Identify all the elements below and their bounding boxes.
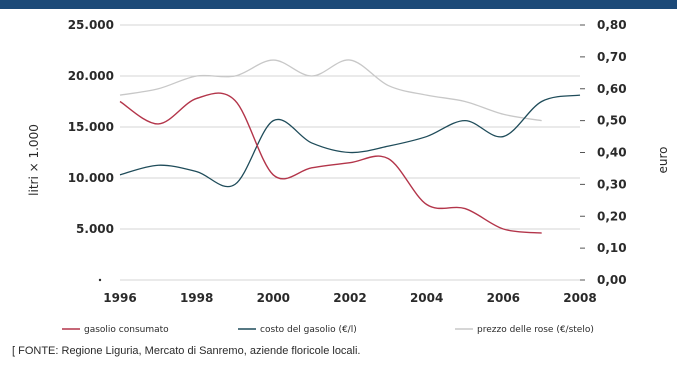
right-tick-label: 0,20 — [597, 209, 627, 223]
legend-item: prezzo delle rose (€/stelo) — [455, 325, 594, 335]
source-note: [ FONTE: Regione Liguria, Mercato di San… — [12, 345, 361, 357]
legend-item: costo del gasolio (€/l) — [238, 325, 357, 335]
y-axis-left-title: litri × 1.000 — [27, 124, 41, 196]
left-tick-label: 15.000 — [68, 120, 114, 134]
legend-item: gasolio consumato — [62, 325, 169, 335]
y-axis-right-title: euro — [656, 147, 670, 174]
legend-label: costo del gasolio (€/l) — [260, 325, 357, 335]
right-tick-label: 0,60 — [597, 82, 627, 96]
series-line-gasolio-consumato — [119, 92, 542, 234]
series-line-prezzo-delle — [119, 59, 542, 122]
x-tick-label: 2006 — [487, 291, 520, 305]
right-tick-label: 0,50 — [597, 114, 627, 128]
x-tick-label: 1996 — [103, 291, 136, 305]
x-tick-label: 1998 — [180, 291, 213, 305]
legend-label: prezzo delle rose (€/stelo) — [477, 325, 594, 335]
right-tick-label: 0,30 — [597, 177, 627, 191]
x-tick-label: 2008 — [563, 291, 596, 305]
left-tick-label: 5.000 — [76, 222, 114, 236]
left-tick-label: 25.000 — [68, 18, 114, 32]
right-tick-label: 0,10 — [597, 241, 627, 255]
x-tick-label: 2000 — [257, 291, 290, 305]
series-layer — [119, 59, 581, 234]
left-tick-label: 20.000 — [68, 69, 114, 83]
legend: gasolio consumato costo del gasolio (€/l)… — [62, 325, 594, 335]
series-line-costo-del — [119, 94, 581, 188]
x-axis-ticks: 1996 1998 2000 2002 2004 2006 2008 — [103, 291, 596, 305]
left-axis-ticks: 5.000 10.000 15.000 20.000 25.000 — [68, 18, 114, 282]
right-tick-label: 0,80 — [597, 18, 627, 32]
right-tick-label: 0,40 — [597, 146, 627, 160]
x-tick-label: 2004 — [410, 291, 443, 305]
legend-label: gasolio consumato — [84, 325, 169, 335]
left-tick-label: 10.000 — [68, 171, 114, 185]
right-axis-ticks: 0,00 0,10 0,20 0,30 0,40 0,50 0,60 0,70 0,80 — [580, 18, 627, 287]
right-tick-label: 0,00 — [597, 273, 627, 287]
header-band — [0, 0, 677, 9]
x-tick-label: 2002 — [333, 291, 366, 305]
left-zero-dot — [98, 278, 102, 282]
right-tick-label: 0,70 — [597, 50, 627, 64]
